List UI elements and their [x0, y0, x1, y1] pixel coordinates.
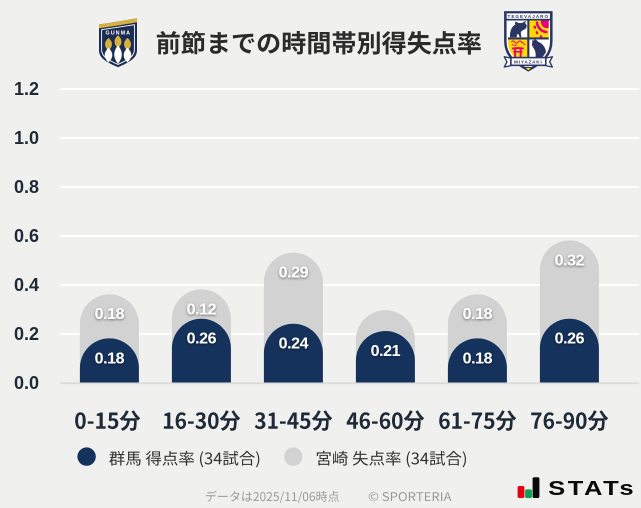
svg-text:0.29: 0.29: [279, 265, 309, 282]
svg-text:0.2: 0.2: [14, 324, 39, 344]
svg-text:0.21: 0.21: [371, 343, 401, 360]
svg-text:GUNMA: GUNMA: [105, 30, 131, 36]
svg-text:0.26: 0.26: [555, 331, 585, 348]
svg-text:0.4: 0.4: [14, 275, 39, 295]
svg-text:0.8: 0.8: [14, 177, 39, 197]
svg-text:0.0: 0.0: [14, 373, 39, 393]
svg-text:1.0: 1.0: [14, 128, 39, 148]
svg-text:0.18: 0.18: [463, 350, 493, 367]
svg-text:0.18: 0.18: [95, 350, 125, 367]
svg-text:0.32: 0.32: [555, 252, 585, 269]
svg-text:0.12: 0.12: [187, 301, 217, 318]
svg-text:0.26: 0.26: [187, 331, 217, 348]
svg-text:0.6: 0.6: [14, 226, 39, 246]
svg-text:TEGEVAJARO: TEGEVAJARO: [507, 14, 549, 19]
svg-text:1.2: 1.2: [14, 79, 39, 99]
svg-text:0.24: 0.24: [279, 336, 309, 353]
svg-text:MIYAZAKI: MIYAZAKI: [514, 60, 543, 65]
svg-text:0.18: 0.18: [95, 306, 125, 323]
svg-text:STATs: STATs: [548, 478, 636, 500]
svg-text:0.18: 0.18: [463, 306, 493, 323]
